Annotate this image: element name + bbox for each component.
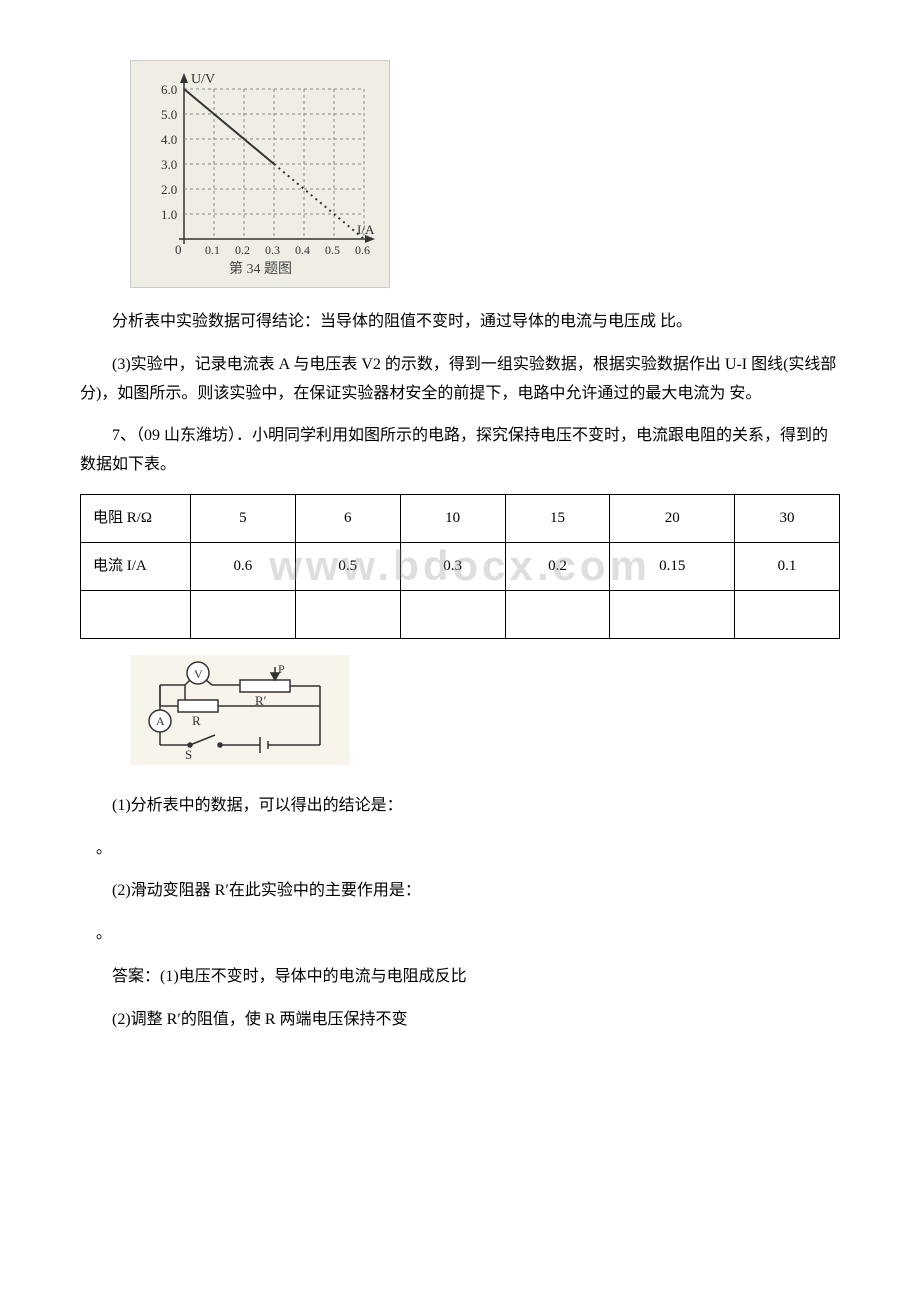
cell: 6	[295, 494, 400, 542]
cell: 10	[400, 494, 505, 542]
period-2: 。	[80, 920, 840, 949]
paragraph-q1: (1)分析表中的数据，可以得出的结论是：	[80, 792, 840, 821]
table-wrapper: 电阻 R/Ω 5 6 10 15 20 30 电流 I/A 0.6 0.5 0.…	[80, 494, 840, 639]
circuit-diagram: V A R R′ P S	[130, 655, 840, 776]
table-row: 电阻 R/Ω 5 6 10 15 20 30	[81, 494, 840, 542]
slider-p-label: P	[278, 662, 285, 676]
row1-label: 电阻 R/Ω	[81, 494, 191, 542]
cell: 0.5	[295, 542, 400, 590]
paragraph-q7: 7、（09 山东潍坊）．小明同学利用如图所示的电路，探究保持电压不变时，电流跟电…	[80, 422, 840, 480]
y-axis-label: U/V	[191, 72, 215, 87]
data-table: 电阻 R/Ω 5 6 10 15 20 30 电流 I/A 0.6 0.5 0.…	[80, 494, 840, 639]
cell: 5	[191, 494, 296, 542]
row2-label: 电流 I/A	[81, 542, 191, 590]
ui-graph: 1.0 2.0 3.0 4.0 5.0 6.0 0.1 0.2 0.3 0.4 …	[130, 60, 390, 288]
cell: 0.3	[400, 542, 505, 590]
xtick-2: 0.2	[235, 243, 250, 257]
answer-2: (2)调整 R′的阻值，使 R 两端电压保持不变	[80, 1006, 840, 1035]
voltmeter-label: V	[194, 667, 203, 681]
ammeter-label: A	[156, 714, 165, 728]
cell: 0.15	[610, 542, 735, 590]
cell: 30	[735, 494, 840, 542]
x-axis-label: I/A	[357, 222, 375, 237]
table-row: 电流 I/A 0.6 0.5 0.3 0.2 0.15 0.1	[81, 542, 840, 590]
ytick-1: 1.0	[161, 207, 177, 222]
switch-s-label: S	[185, 747, 192, 762]
answer-1: 答案：(1)电压不变时，导体中的电流与电阻成反比	[80, 963, 840, 992]
cell: 0.1	[735, 542, 840, 590]
xtick-1: 0.1	[205, 243, 220, 257]
ytick-6: 6.0	[161, 82, 177, 97]
graph-caption: 第 34 题图	[229, 260, 292, 277]
empty-cell	[81, 590, 191, 638]
ytick-4: 4.0	[161, 132, 177, 147]
period-1: 。	[80, 835, 840, 864]
paragraph-analysis: 分析表中实验数据可得结论：当导体的阻值不变时，通过导体的电流与电压成 比。	[80, 308, 840, 337]
xtick-5: 0.5	[325, 243, 340, 257]
cell: 20	[610, 494, 735, 542]
origin-zero: 0	[175, 242, 182, 257]
resistor-r-label: R	[192, 713, 201, 728]
paragraph-q3: (3)实验中，记录电流表 A 与电压表 V2 的示数，得到一组实验数据，根据实验…	[80, 351, 840, 409]
graph-svg: 1.0 2.0 3.0 4.0 5.0 6.0 0.1 0.2 0.3 0.4 …	[139, 69, 379, 279]
circuit-svg: V A R R′ P S	[130, 655, 350, 765]
ytick-5: 5.0	[161, 107, 177, 122]
paragraph-q2: (2)滑动变阻器 R′在此实验中的主要作用是：	[80, 877, 840, 906]
rheostat-label: R′	[255, 693, 267, 708]
xtick-3: 0.3	[265, 243, 280, 257]
xtick-6: 0.6	[355, 243, 370, 257]
cell: 0.6	[191, 542, 296, 590]
cell: 15	[505, 494, 610, 542]
table-row	[81, 590, 840, 638]
ytick-3: 3.0	[161, 157, 177, 172]
xtick-4: 0.4	[295, 243, 310, 257]
cell: 0.2	[505, 542, 610, 590]
ytick-2: 2.0	[161, 182, 177, 197]
